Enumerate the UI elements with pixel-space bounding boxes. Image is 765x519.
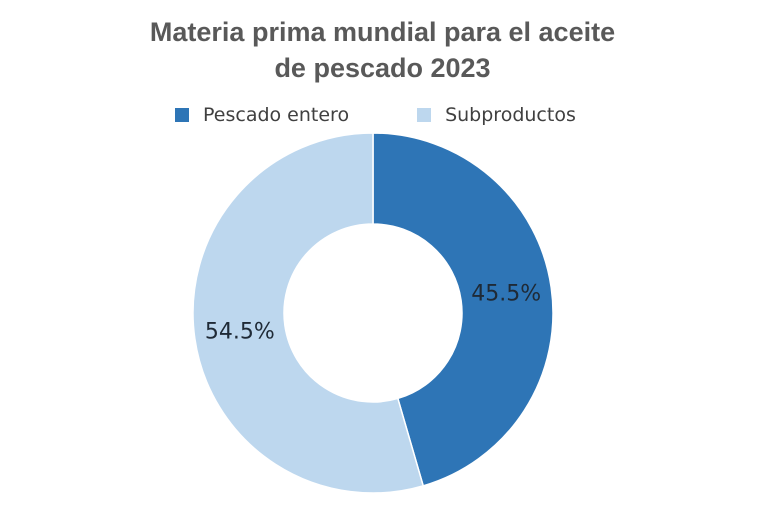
chart-legend: Pescado entero Subproductos [175,104,644,126]
donut-labels: 45.5% 54.5% [205,282,541,345]
legend-item-pescado-entero: Pescado entero [175,104,349,126]
legend-label-subproductos: Subproductos [445,104,576,126]
data-label-subproductos: 54.5% [205,319,275,344]
chart-title: Materia prima mundial para el aceite de … [0,14,765,86]
chart-title-line-1: Materia prima mundial para el aceite [149,17,616,47]
chart-title-line-2: de pescado 2023 [274,53,491,83]
donut-slice-pescado-entero [372,132,554,487]
legend-label-pescado-entero: Pescado entero [203,104,350,126]
legend-swatch-pescado-entero [175,108,189,122]
legend-swatch-subproductos [417,108,432,122]
legend-item-subproductos: Subproductos [417,104,576,126]
donut-slices [192,132,554,494]
donut-slice-subproductos [192,132,425,494]
data-label-pescado-entero: 45.5% [471,282,541,307]
